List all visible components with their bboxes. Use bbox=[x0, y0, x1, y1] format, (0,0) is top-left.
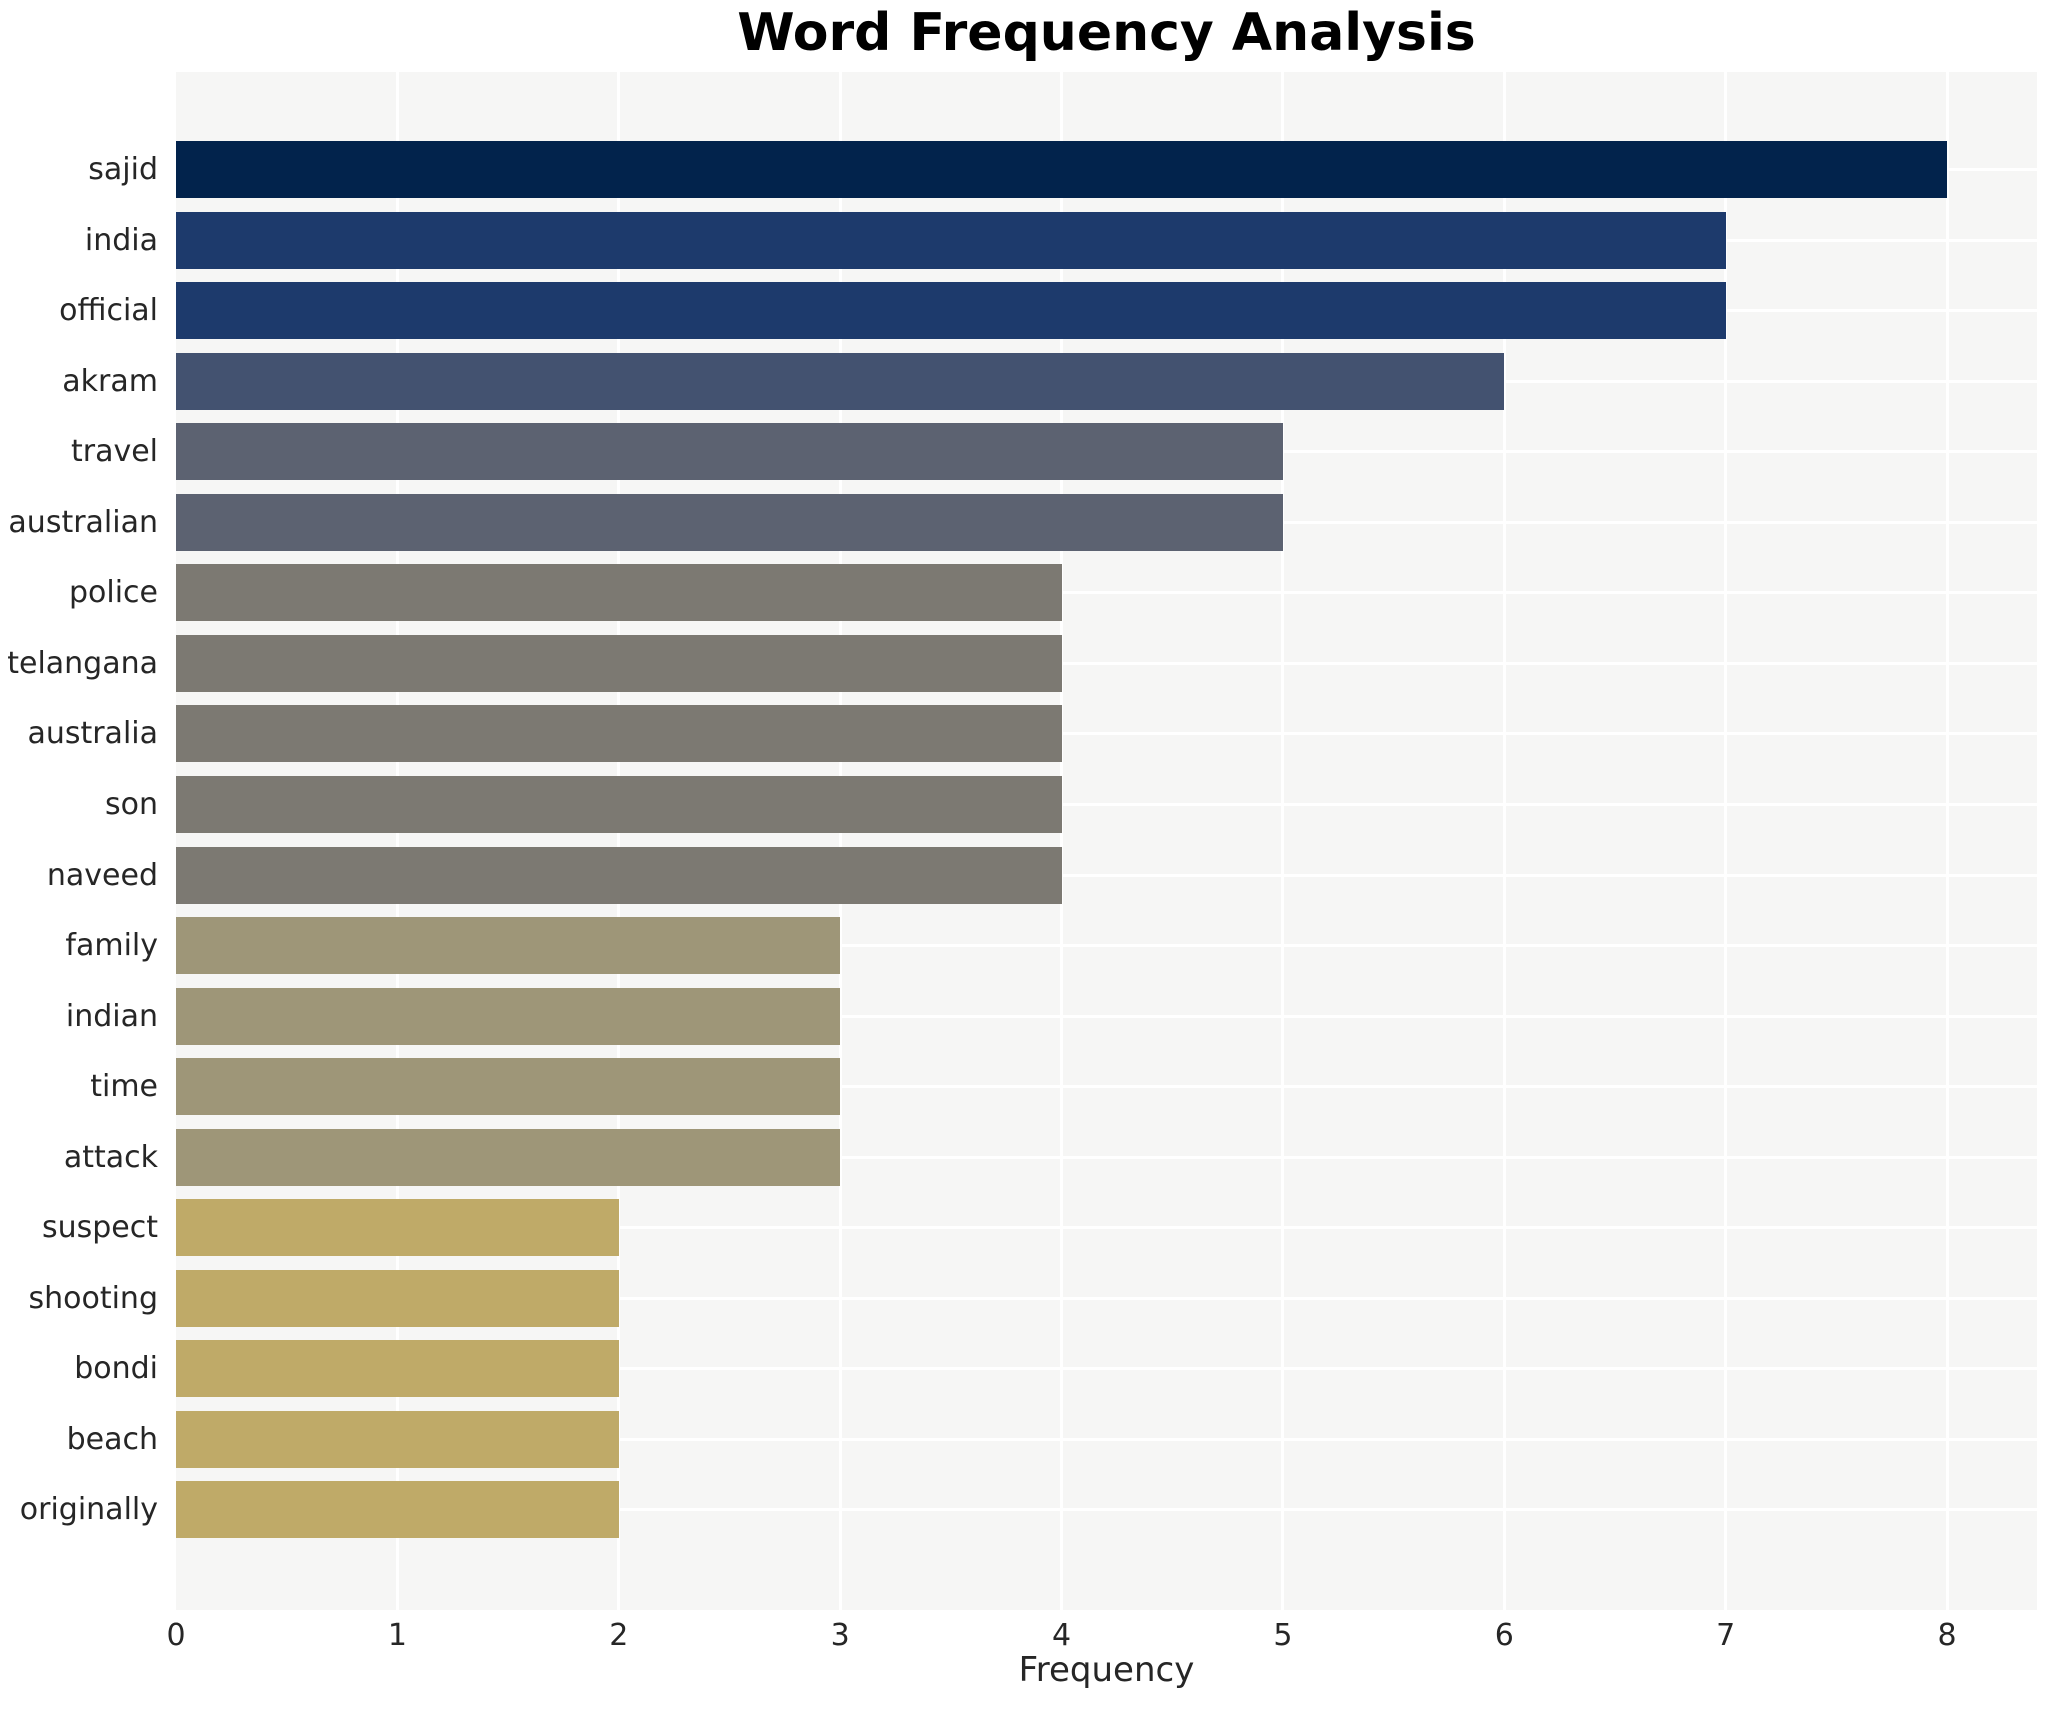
x-axis-label: Frequency bbox=[1018, 1650, 1195, 1690]
x-tick-label: 1 bbox=[387, 1618, 407, 1653]
h-gridline bbox=[176, 1085, 2037, 1089]
x-axis-ticks: 0 1 2 3 4 5 6 7 8 bbox=[0, 1618, 2056, 1658]
v-gridline bbox=[1724, 72, 1728, 1610]
x-tick-label: 2 bbox=[609, 1618, 629, 1653]
v-gridline bbox=[838, 72, 842, 1610]
y-tick-label: police bbox=[68, 575, 158, 611]
y-tick-label: son bbox=[105, 786, 158, 822]
bar-son bbox=[176, 775, 1062, 833]
y-axis-labels: sajid india official akram travel australian p… bbox=[0, 72, 166, 1610]
bar-travel bbox=[176, 423, 1283, 481]
h-gridline bbox=[176, 873, 2037, 877]
v-gridline bbox=[1502, 72, 1506, 1610]
bar-australia bbox=[176, 705, 1062, 763]
x-tick-label: 0 bbox=[166, 1618, 186, 1653]
y-tick-label: official bbox=[59, 293, 158, 329]
x-tick-label: 7 bbox=[1716, 1618, 1736, 1653]
h-gridline bbox=[176, 1296, 2037, 1300]
plot-area bbox=[176, 72, 2037, 1610]
bar-official bbox=[176, 282, 1726, 340]
v-gridline bbox=[1281, 72, 1285, 1610]
x-tick-label: 5 bbox=[1273, 1618, 1293, 1653]
x-tick-label: 8 bbox=[1937, 1618, 1957, 1653]
chart-title: Word Frequency Analysis bbox=[737, 3, 1476, 63]
y-tick-label: travel bbox=[70, 434, 158, 470]
v-gridline bbox=[1945, 72, 1949, 1610]
h-gridline bbox=[176, 1226, 2037, 1230]
y-tick-label: beach bbox=[66, 1421, 158, 1457]
h-gridline bbox=[176, 944, 2037, 948]
v-gridline bbox=[395, 72, 399, 1610]
bar-shooting bbox=[176, 1269, 619, 1327]
bar-originally bbox=[176, 1481, 619, 1539]
y-tick-label: naveed bbox=[46, 857, 158, 893]
y-tick-label: suspect bbox=[41, 1210, 158, 1246]
bar-telangana bbox=[176, 634, 1062, 692]
bar-naveed bbox=[176, 846, 1062, 904]
bar-india bbox=[176, 211, 1726, 269]
bar-australian bbox=[176, 493, 1283, 551]
h-gridline bbox=[176, 1155, 2037, 1159]
y-tick-label: india bbox=[84, 222, 158, 258]
y-tick-label: akram bbox=[62, 363, 158, 399]
bar-time bbox=[176, 1058, 841, 1116]
y-tick-label: originally bbox=[19, 1492, 158, 1528]
h-gridline bbox=[176, 661, 2037, 665]
bar-beach bbox=[176, 1410, 619, 1468]
v-gridline bbox=[1060, 72, 1063, 1610]
y-tick-label: family bbox=[65, 928, 158, 964]
h-gridline bbox=[176, 732, 2037, 736]
h-gridline bbox=[176, 1014, 2037, 1018]
x-tick-label: 3 bbox=[830, 1618, 850, 1653]
bar-police bbox=[176, 564, 1062, 622]
y-tick-label: indian bbox=[65, 998, 158, 1034]
y-tick-label: telangana bbox=[7, 645, 158, 681]
h-gridline bbox=[176, 1437, 2037, 1441]
bar-attack bbox=[176, 1128, 841, 1186]
y-tick-label: bondi bbox=[74, 1351, 158, 1387]
h-gridline bbox=[176, 1367, 2037, 1371]
bar-indian bbox=[176, 987, 841, 1045]
x-tick-label: 6 bbox=[1494, 1618, 1514, 1653]
y-tick-label: attack bbox=[63, 1139, 158, 1175]
h-gridline bbox=[176, 591, 2037, 595]
bar-sajid bbox=[176, 141, 1947, 198]
x-tick-label: 4 bbox=[1051, 1618, 1072, 1653]
bar-family bbox=[176, 917, 841, 975]
h-gridline bbox=[176, 802, 2037, 806]
v-gridline bbox=[617, 72, 621, 1610]
y-tick-label: time bbox=[90, 1069, 158, 1105]
y-tick-label: australia bbox=[27, 716, 158, 752]
h-gridline bbox=[176, 1508, 2037, 1512]
bar-bondi bbox=[176, 1340, 619, 1398]
y-tick-label: sajid bbox=[88, 152, 158, 187]
bar-akram bbox=[176, 352, 1505, 410]
y-tick-label: australian bbox=[8, 504, 158, 540]
bar-suspect bbox=[176, 1199, 619, 1257]
y-tick-label: shooting bbox=[28, 1280, 158, 1316]
